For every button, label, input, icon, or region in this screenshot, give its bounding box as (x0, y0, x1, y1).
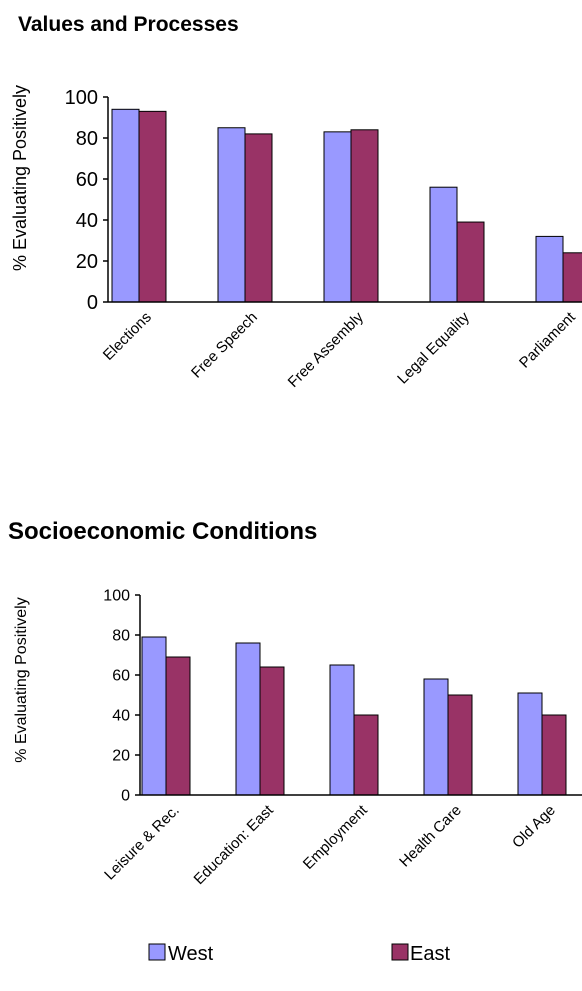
bars (111, 108, 582, 303)
x-tick-label: Parliament (516, 308, 579, 371)
legend-swatch-west (148, 943, 166, 961)
x-tick-labels: Leisure & Rec. Education: East Employment H… (101, 801, 559, 888)
y-tick-label: 100 (65, 87, 98, 109)
legend-swatch-east (391, 943, 409, 961)
y-tick-label: 60 (112, 668, 130, 685)
bar-west (423, 678, 449, 796)
y-tick-label: 20 (112, 748, 130, 765)
x-tick-label: Leisure & Rec. (101, 802, 183, 884)
y-axis-label: % Evaluating Positively (10, 85, 30, 271)
y-tick-labels: 0 20 40 60 80 100 (103, 588, 140, 805)
x-tick-label: Free Speech (188, 309, 261, 382)
x-tick-label: Elections (100, 309, 155, 364)
chart-values-processes: Values and Processes % Evaluating Positi… (10, 13, 582, 391)
bar-west (429, 186, 458, 303)
x-tick-label: Health Care (396, 802, 465, 871)
bar-west (217, 127, 246, 303)
x-tick-label: Legal Equality (394, 308, 473, 387)
chart-title: Socioeconomic Conditions (8, 518, 317, 545)
x-tick-label: Employment (300, 801, 372, 873)
bars (141, 636, 567, 796)
x-tick-labels: Elections Free Speech Free Assembly Legal E… (100, 308, 580, 391)
y-tick-label: 60 (76, 169, 98, 191)
bar-east (562, 252, 582, 303)
bar-west (323, 131, 352, 303)
y-tick-labels: 0 20 40 60 80 100 (65, 87, 108, 314)
bar-east (165, 656, 191, 796)
legend-label-west: West (168, 943, 214, 965)
y-tick-label: 100 (103, 588, 130, 605)
x-tick-label: Free Assembly (285, 308, 368, 391)
y-axis-label: % Evaluating Positively (13, 597, 30, 762)
chart-socioeconomic: Socioeconomic Conditions % Evaluating Po… (8, 518, 582, 888)
bar-west (535, 235, 564, 303)
bar-east (447, 694, 473, 796)
bar-west (329, 664, 355, 796)
bar-east (138, 110, 167, 303)
bar-east (456, 221, 485, 303)
y-tick-label: 80 (76, 128, 98, 150)
bar-east (244, 133, 273, 303)
y-tick-label: 0 (87, 292, 98, 314)
bar-west (141, 636, 167, 796)
bar-west (517, 692, 543, 796)
bar-east (350, 129, 379, 303)
x-tick-label: Old Age (509, 802, 559, 852)
legend-label-east: East (410, 943, 450, 965)
chart-title: Values and Processes (18, 13, 239, 36)
legend: West East (148, 943, 450, 965)
y-tick-label: 40 (112, 708, 130, 725)
bar-west (235, 642, 261, 796)
y-tick-label: 80 (112, 628, 130, 645)
y-tick-label: 0 (121, 788, 130, 805)
bar-east (259, 666, 285, 796)
bar-west (111, 108, 140, 303)
bar-east (353, 714, 379, 796)
x-tick-label: Education: East (191, 801, 278, 888)
y-tick-label: 20 (76, 251, 98, 273)
y-tick-label: 40 (76, 210, 98, 232)
bar-east (541, 714, 567, 796)
